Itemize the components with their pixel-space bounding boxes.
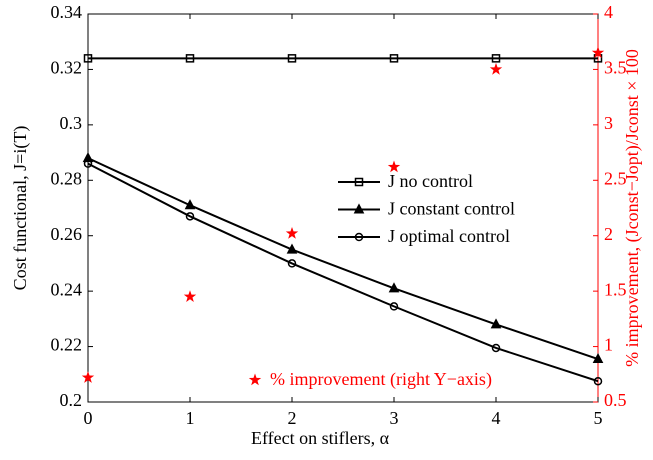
marker bbox=[389, 302, 399, 311]
marker bbox=[286, 243, 298, 254]
marker bbox=[185, 212, 195, 221]
y-tick-label: 0.22 bbox=[51, 335, 83, 355]
marker bbox=[81, 371, 95, 383]
y2-tick-label: 1 bbox=[604, 335, 613, 355]
marker bbox=[83, 54, 93, 63]
y-tick-label: 0.34 bbox=[51, 2, 83, 22]
marker bbox=[287, 54, 297, 63]
legend-label: % improvement (right Y−axis) bbox=[270, 369, 492, 390]
y-tick-label: 0.26 bbox=[51, 224, 83, 244]
legend-label: J optimal control bbox=[388, 226, 510, 246]
legend-label: J constant control bbox=[388, 199, 515, 219]
marker bbox=[389, 54, 399, 63]
marker bbox=[490, 318, 502, 329]
y-tick-label: 0.2 bbox=[60, 390, 83, 410]
x-axis-label: Effect on stiflers, α bbox=[251, 428, 390, 448]
plot-frame bbox=[87, 13, 599, 403]
y2-tick-label: 0.5 bbox=[604, 390, 627, 410]
marker bbox=[82, 152, 94, 163]
x-tick-label: 2 bbox=[288, 408, 297, 428]
marker bbox=[388, 282, 400, 293]
x-tick-label: 3 bbox=[390, 408, 399, 428]
marker bbox=[185, 54, 195, 63]
y-tick-label: 0.24 bbox=[51, 279, 83, 299]
y2-tick-label: 3 bbox=[604, 113, 613, 133]
y-tick-label: 0.28 bbox=[51, 168, 83, 188]
y2-tick-label: 4 bbox=[604, 2, 613, 22]
y-axis-label: Cost functional, J=i(T) bbox=[10, 126, 31, 291]
marker bbox=[248, 373, 262, 386]
marker bbox=[287, 259, 297, 268]
legend-label: J no control bbox=[388, 171, 473, 191]
marker bbox=[489, 62, 503, 75]
marker bbox=[285, 227, 299, 239]
marker bbox=[354, 232, 364, 242]
y2-tick-label: 2 bbox=[604, 224, 613, 244]
x-tick-label: 0 bbox=[84, 408, 93, 428]
marker bbox=[354, 177, 364, 187]
series-line bbox=[87, 157, 599, 360]
y-tick-label: 0.3 bbox=[60, 113, 83, 133]
series-line bbox=[87, 162, 599, 383]
marker bbox=[491, 343, 501, 353]
x-tick-label: 4 bbox=[492, 408, 501, 428]
marker bbox=[387, 160, 401, 173]
y2-tick-label: 1.5 bbox=[604, 279, 627, 299]
x-tick-label: 1 bbox=[186, 408, 195, 428]
y2-tick-label: 2.5 bbox=[604, 168, 627, 188]
marker bbox=[491, 54, 501, 63]
marker bbox=[184, 199, 196, 210]
y2-tick-label: 3.5 bbox=[604, 58, 627, 78]
marker bbox=[353, 203, 365, 214]
marker bbox=[591, 46, 605, 59]
marker bbox=[593, 376, 603, 386]
marker bbox=[183, 290, 197, 302]
marker bbox=[83, 159, 93, 168]
y-tick-label: 0.32 bbox=[51, 58, 83, 78]
x-tick-label: 5 bbox=[594, 408, 603, 428]
marker bbox=[592, 352, 604, 364]
y2-axis-label: % improvement, (Jconst−Jopt)/Jconst × 10… bbox=[622, 49, 643, 367]
